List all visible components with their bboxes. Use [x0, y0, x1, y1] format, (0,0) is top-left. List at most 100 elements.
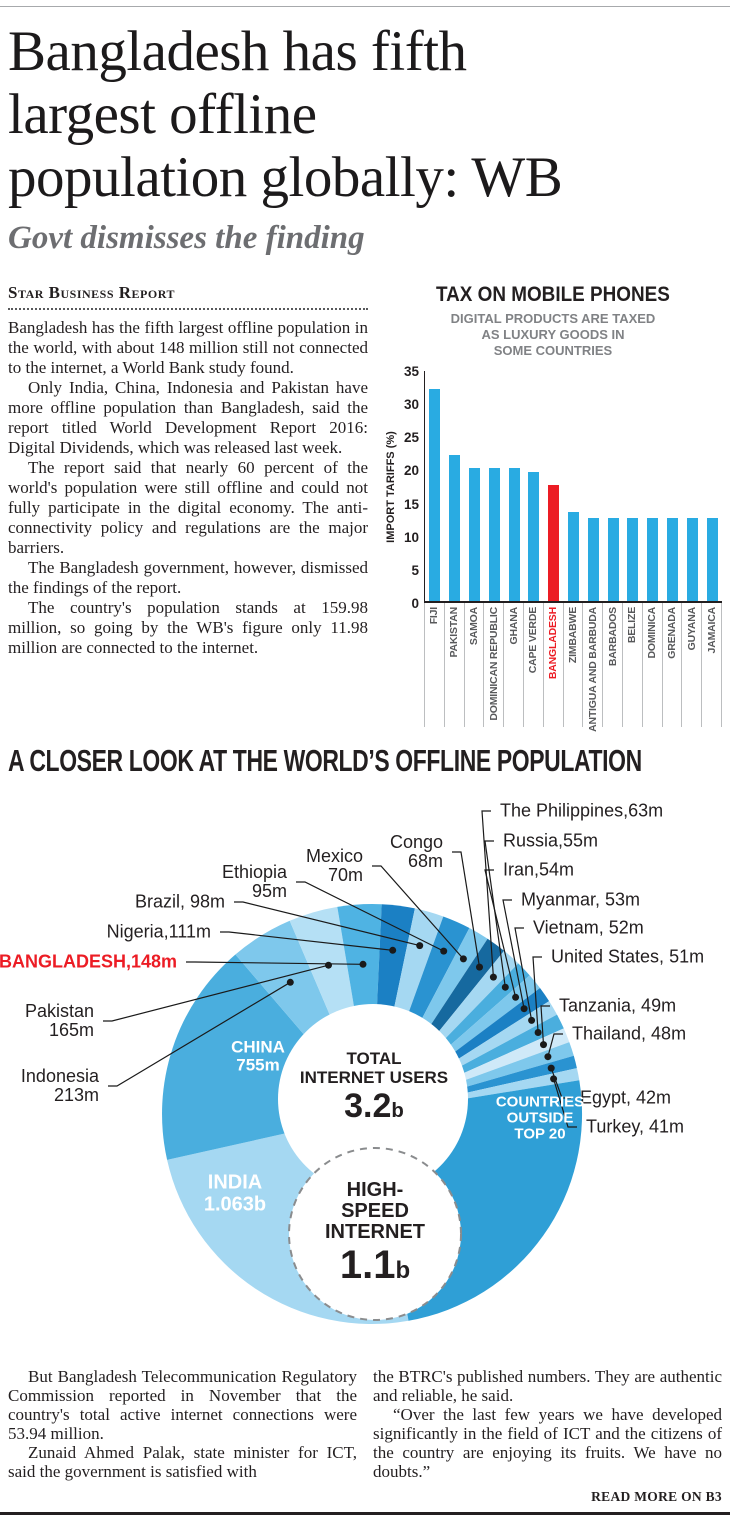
bar-label: GHANA	[507, 607, 520, 645]
pie-label-russia: Russia,55m	[503, 830, 599, 851]
leader-dot-congo	[476, 963, 483, 971]
pie-label-line: Pakistan	[24, 1001, 94, 1021]
leader-dot-brazil	[416, 942, 424, 950]
high-speed-internet-label-line: HIGH-	[346, 1179, 404, 1201]
paragraph: Zunaid Ahmed Palak, state minister for I…	[8, 1443, 357, 1481]
bar-label: ANTIGUA AND BARBUDA	[586, 607, 599, 732]
leader-line-turkey	[553, 1078, 577, 1128]
tax-y-axis-title: IMPORT TARIFFS (%)	[384, 371, 398, 603]
leader-dot-myanmar	[520, 1005, 528, 1013]
total-internet-users-label-line: TOTAL	[346, 1049, 402, 1068]
pie-label-vietnam: Vietnam, 52m	[533, 917, 644, 938]
high-speed-dashed-circle	[288, 1147, 462, 1321]
pie-label-line: 213m	[53, 1085, 99, 1105]
pie-label-line: 1.063b	[203, 1193, 267, 1215]
pie-label-line: TOP 20	[514, 1126, 566, 1144]
paragraph: Only India, China, Indonesia and Pakista…	[8, 378, 368, 457]
top-rule	[0, 6, 730, 7]
bar-label-cell: JAMAICA	[702, 603, 722, 727]
total-internet-users-label: TOTAL INTERNET USERS	[300, 1049, 448, 1087]
pie-label-egypt: Egypt, 42m	[580, 1088, 671, 1108]
bar-pakistan	[449, 455, 461, 601]
leader-dot-the-philippines	[489, 973, 497, 981]
paragraph: But Bangladesh Telecommunication Regulat…	[8, 1367, 357, 1443]
bar-label-cell: PAKISTAN	[445, 603, 465, 727]
tax-chart-subtitle-line: AS LUXURY GOODS IN	[481, 327, 625, 342]
headline-line: population globally: WB	[8, 146, 563, 209]
high-speed-internet-unit: b	[395, 1257, 411, 1284]
tax-y-axis: 0 5 10 15 20 25 30 35	[398, 364, 424, 611]
pie-label-line: BANGLADESH,148m	[0, 951, 177, 972]
pie-label-line: Vietnam, 52m	[533, 917, 644, 938]
bar-label-cell: GRENADA	[663, 603, 683, 727]
bar-column	[682, 518, 702, 601]
pie-label-line: COUNTRIES	[495, 1093, 585, 1111]
main-columns: Star Business Report Bangladesh has the …	[8, 283, 722, 732]
pie-label-line: Tanzania, 49m	[559, 995, 677, 1016]
byline-divider	[8, 308, 368, 310]
y-tick-label: 35	[403, 364, 419, 379]
pie-label-line: Iran,54m	[503, 859, 575, 880]
bar-label: BANGLADESH	[547, 607, 560, 680]
bar-dominican-republic	[488, 468, 500, 601]
tax-chart-panel: TAX ON MOBILE PHONES DIGITAL PRODUCTS AR…	[384, 283, 722, 732]
leader-line-thailand	[547, 1033, 563, 1057]
tax-chart-subtitle-line: DIGITAL PRODUCTS ARE TAXED	[450, 311, 656, 326]
bar-label: BELIZE	[626, 607, 639, 644]
pie-label-line: OUTSIDE	[506, 1109, 574, 1127]
bar-label-cell: BARBADOS	[603, 603, 623, 727]
bar-label: SAMOA	[467, 607, 480, 646]
total-internet-users: TOTAL INTERNET USERS 3.2b	[300, 1049, 448, 1129]
bar-belize	[627, 518, 639, 601]
pie-label-line: Indonesia	[20, 1066, 99, 1086]
leader-dot-indonesia	[286, 978, 294, 986]
pie-label-line: The Philippines,63m	[500, 800, 664, 821]
pie-label-line: Myanmar, 53m	[521, 889, 641, 910]
leader-dot-nigeria	[389, 946, 397, 954]
bar-samoa	[468, 468, 480, 601]
bar-column	[564, 511, 584, 601]
pie-label-line: Russia,55m	[503, 830, 599, 851]
tax-y-axis-title-text: IMPORT TARIFFS (%)	[385, 431, 397, 543]
leader-line-tanzania	[540, 1005, 550, 1045]
bar-bangladesh	[548, 485, 560, 601]
total-internet-users-label-line: INTERNET USERS	[299, 1068, 449, 1087]
y-tick-label: 10	[403, 529, 419, 545]
pie-label-countries-outside-top-20: COUNTRIES OUTSIDE TOP 20	[495, 1093, 585, 1144]
leader-line-bangladesh	[186, 961, 364, 965]
leader-line-iran	[484, 869, 517, 998]
bar-label: GUYANA	[685, 607, 698, 651]
bar-label: JAMAICA	[705, 607, 718, 654]
bar-ghana	[508, 468, 520, 601]
pie-label-brazil: Brazil, 98m	[135, 892, 225, 912]
headline: Bangladesh has fifth largest offline pop…	[8, 20, 722, 209]
bar-label-cell: GHANA	[504, 603, 524, 727]
pie-label-line: 755m	[236, 1056, 280, 1075]
leader-dot-thailand	[544, 1053, 552, 1061]
pie-label-indonesia: Indonesia 213m	[21, 1067, 99, 1105]
y-tick-label: 30	[403, 397, 419, 413]
bar-column	[643, 518, 663, 601]
article-body: Bangladesh has the fifth largest offline…	[8, 318, 368, 658]
headline-line: largest offline	[8, 83, 317, 146]
leader-line-brazil	[234, 901, 420, 947]
bar-label-cell: ZIMBABWE	[564, 603, 584, 727]
pie-label-line: INDIA	[207, 1171, 263, 1194]
paragraph: Bangladesh has the fifth largest offline…	[8, 318, 368, 377]
pie-label-thailand: Thailand, 48m	[572, 1024, 686, 1044]
pie-label-china: CHINA 755m	[231, 1038, 285, 1076]
paragraph: the BTRC's published numbers. They are a…	[373, 1367, 722, 1405]
bar-column	[603, 518, 623, 601]
bar-barbados	[607, 518, 619, 601]
bar-label: PAKISTAN	[448, 607, 461, 658]
pie-label-line: 165m	[48, 1020, 94, 1040]
tax-plot	[424, 371, 722, 603]
bar-label: GRENADA	[665, 607, 678, 659]
tax-chart-subtitle-line: SOME COUNTRIES	[493, 343, 613, 358]
bar-column	[484, 468, 504, 601]
pie-label-line: Congo	[389, 832, 443, 852]
leader-dot-egypt	[547, 1064, 555, 1072]
pie-label-line: 95m	[251, 881, 287, 901]
bar-column	[524, 471, 544, 601]
